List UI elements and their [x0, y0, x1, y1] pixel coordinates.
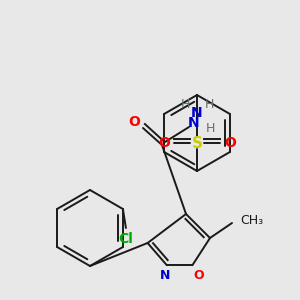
Text: H: H — [205, 122, 215, 134]
Text: O: O — [224, 136, 236, 150]
Text: N: N — [160, 269, 170, 282]
Text: O: O — [158, 136, 170, 150]
Text: O: O — [193, 269, 204, 282]
Text: O: O — [128, 115, 140, 129]
Text: CH₃: CH₃ — [240, 214, 263, 226]
Text: H: H — [204, 98, 214, 110]
Text: H: H — [180, 98, 190, 110]
Text: S: S — [191, 136, 203, 151]
Text: N: N — [191, 106, 203, 120]
Text: N: N — [188, 116, 200, 130]
Text: Cl: Cl — [118, 232, 133, 246]
